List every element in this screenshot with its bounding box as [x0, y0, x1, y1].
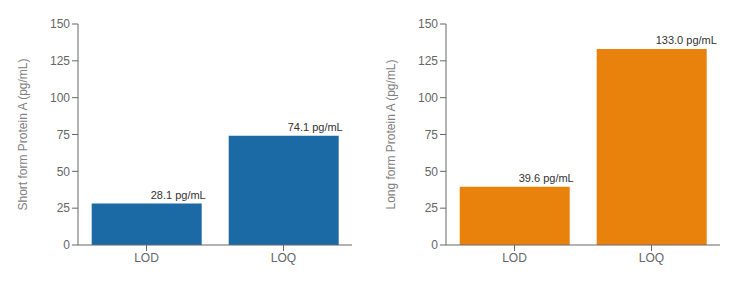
svg-text:50: 50	[425, 165, 439, 179]
svg-text:50: 50	[57, 165, 71, 179]
svg-text:100: 100	[418, 91, 438, 105]
svg-text:150: 150	[418, 17, 438, 31]
svg-text:25: 25	[57, 201, 71, 215]
svg-text:LOQ: LOQ	[639, 251, 664, 265]
svg-text:125: 125	[50, 54, 70, 68]
svg-text:Long form Protein A (pg/mL): Long form Protein A (pg/mL)	[384, 59, 398, 209]
svg-text:39.6 pg/mL: 39.6 pg/mL	[519, 172, 574, 184]
svg-text:LOQ: LOQ	[271, 251, 296, 265]
svg-text:0: 0	[63, 238, 70, 252]
svg-text:133.0 pg/mL: 133.0 pg/mL	[656, 34, 717, 46]
svg-text:28.1 pg/mL: 28.1 pg/mL	[151, 189, 206, 201]
svg-text:75: 75	[425, 128, 439, 142]
svg-text:LOD: LOD	[134, 251, 159, 265]
svg-text:25: 25	[425, 201, 439, 215]
svg-text:75: 75	[57, 128, 71, 142]
svg-text:74.1 pg/mL: 74.1 pg/mL	[288, 121, 343, 133]
svg-text:0: 0	[431, 238, 438, 252]
svg-text:Short form Protein A (pg/mL): Short form Protein A (pg/mL)	[16, 58, 30, 210]
svg-text:LOD: LOD	[502, 251, 527, 265]
svg-text:150: 150	[50, 17, 70, 31]
svg-text:125: 125	[418, 54, 438, 68]
svg-text:100: 100	[50, 91, 70, 105]
